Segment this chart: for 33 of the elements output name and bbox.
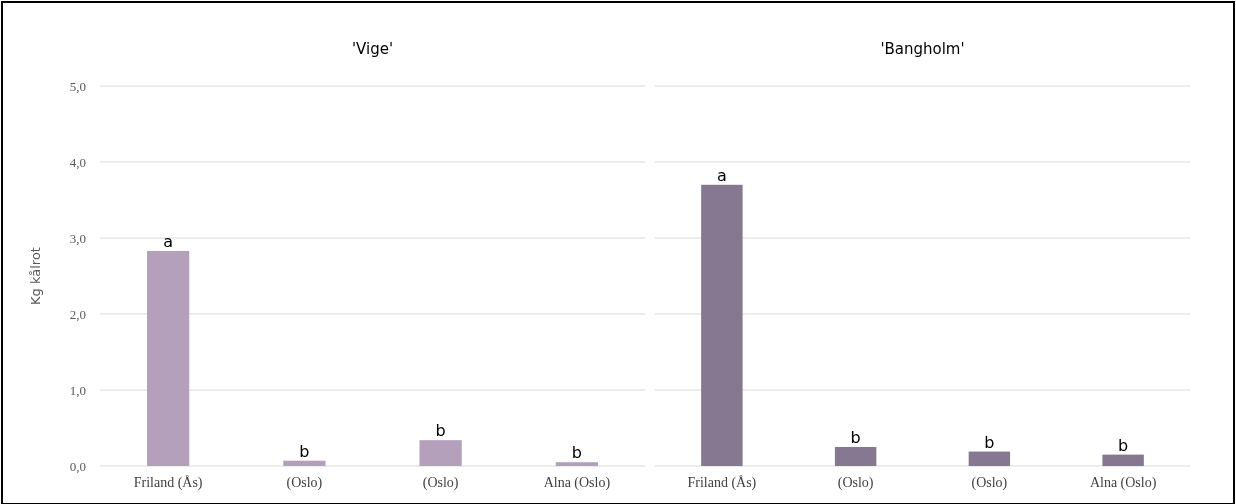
x-tick-label: Friland (Ås) bbox=[687, 475, 757, 491]
bar bbox=[555, 462, 598, 466]
bar bbox=[147, 250, 190, 466]
y-tick-label: 0,0 bbox=[69, 458, 86, 474]
y-axis-title: Kg kålrot bbox=[28, 247, 43, 305]
bar bbox=[1102, 454, 1144, 466]
annotation: b bbox=[435, 421, 446, 441]
bar bbox=[419, 440, 462, 466]
y-tick-label: 5,0 bbox=[69, 78, 86, 94]
x-tick-label: (Oslo) bbox=[837, 475, 874, 491]
annotation: a bbox=[716, 165, 727, 185]
annotation: a bbox=[163, 231, 174, 251]
x-tick-label: (Oslo) bbox=[286, 475, 323, 491]
y-tick-label: 1,0 bbox=[69, 382, 86, 398]
annotation: b bbox=[1118, 435, 1129, 455]
y-tick-label: 2,0 bbox=[69, 306, 86, 322]
x-tick-label: Alna (Oslo) bbox=[543, 475, 611, 491]
bar bbox=[968, 451, 1011, 466]
annotation: b bbox=[984, 432, 995, 452]
x-tick-label: (Oslo) bbox=[422, 475, 459, 491]
chart-title: 'Bangholm' bbox=[880, 40, 965, 58]
bar bbox=[701, 184, 743, 466]
x-tick-label: Alna (Oslo) bbox=[1089, 475, 1157, 491]
annotation: b bbox=[850, 428, 861, 447]
x-tick-label: (Oslo) bbox=[971, 475, 1008, 491]
x-tick-label: Friland (Ås) bbox=[133, 475, 203, 491]
y-tick-label: 4,0 bbox=[69, 154, 86, 170]
annotation: b bbox=[299, 441, 310, 461]
bar bbox=[283, 460, 326, 466]
y-tick-label: 3,0 bbox=[69, 230, 86, 246]
annotation: b bbox=[571, 443, 582, 463]
bar bbox=[834, 447, 877, 466]
chart-title: 'Vige' bbox=[351, 40, 394, 58]
